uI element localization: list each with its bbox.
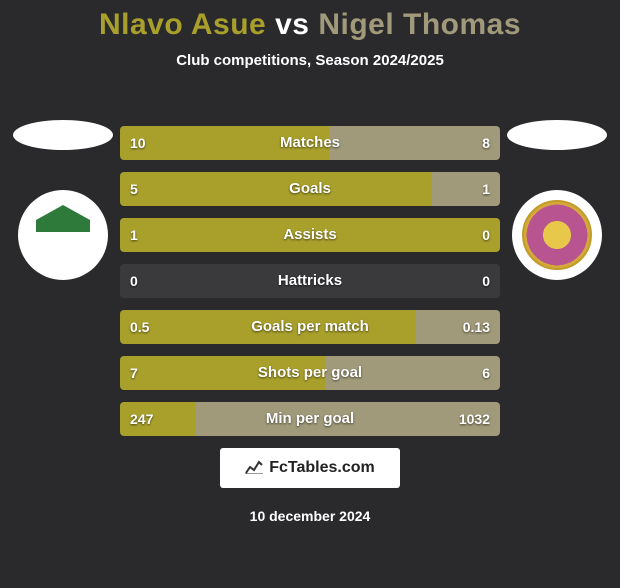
stat-row: 108Matches: [120, 126, 500, 160]
stat-row: 76Shots per goal: [120, 356, 500, 390]
player2-column: [502, 120, 612, 280]
stat-label: Assists: [120, 218, 500, 252]
player2-photo-placeholder: [507, 120, 607, 150]
stat-row: 10Assists: [120, 218, 500, 252]
player1-photo-placeholder: [13, 120, 113, 150]
brand-text: FcTables.com: [269, 459, 375, 477]
nacional-crest-icon: [522, 200, 592, 270]
stat-row: 00Hattricks: [120, 264, 500, 298]
stat-label: Matches: [120, 126, 500, 160]
player2-club-badge: [512, 190, 602, 280]
stat-label: Goals per match: [120, 310, 500, 344]
footer-date: 10 december 2024: [0, 508, 620, 524]
stat-label: Shots per goal: [120, 356, 500, 390]
brand-badge: FcTables.com: [220, 448, 400, 488]
chart-icon: [245, 460, 263, 477]
player1-name: Nlavo Asue: [99, 8, 266, 41]
stat-row: 0.50.13Goals per match: [120, 310, 500, 344]
stats-table: 108Matches 51Goals 10Assists 00Hattricks 0.5…: [120, 126, 500, 448]
stat-row: 51Goals: [120, 172, 500, 206]
season-subtitle: Club competitions, Season 2024/2025: [0, 52, 620, 69]
moreirense-crest-icon: [33, 205, 93, 265]
stat-label: Hattricks: [120, 264, 500, 298]
stat-label: Min per goal: [120, 402, 500, 436]
vs-text: vs: [275, 8, 309, 41]
player2-name: Nigel Thomas: [318, 8, 521, 41]
stat-label: Goals: [120, 172, 500, 206]
stat-row: 2471032Min per goal: [120, 402, 500, 436]
player1-column: [8, 120, 118, 280]
player1-club-badge: [18, 190, 108, 280]
comparison-title: Nlavo Asue vs Nigel Thomas: [0, 8, 620, 42]
